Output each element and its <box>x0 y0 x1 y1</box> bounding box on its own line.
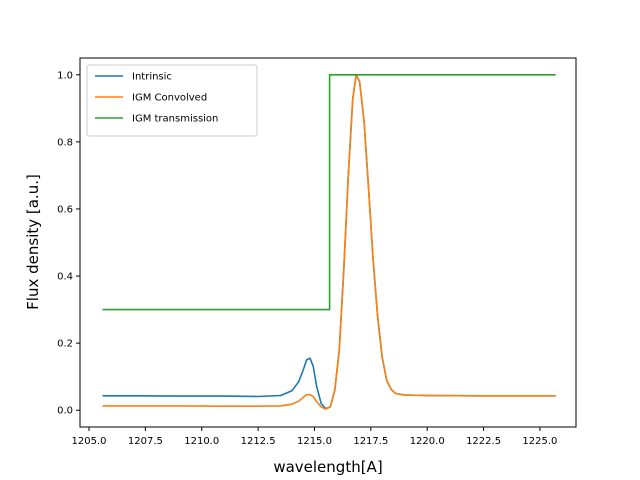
plot-frame <box>79 57 577 428</box>
x-tick-label: 1212.5 <box>241 436 276 447</box>
legend: Intrinsic IGM Convolved IGM transmission <box>86 64 258 137</box>
series-line-1 <box>102 74 556 410</box>
y-tick-label: 0.4 <box>57 272 73 283</box>
legend-label-0: Intrinsic <box>132 72 172 83</box>
x-tick-label: 1205.0 <box>72 436 107 447</box>
x-axis-label: wavelength[A] <box>273 458 382 476</box>
series-layer <box>102 74 556 410</box>
series-line-2 <box>102 74 556 311</box>
legend-label-1: IGM Convolved <box>132 93 207 104</box>
y-tick-label: 0.8 <box>57 137 73 148</box>
y-tick-label: 0.6 <box>57 204 73 215</box>
legend-box <box>86 64 258 137</box>
y-tick-label: 0.0 <box>57 406 73 417</box>
x-tick-label: 1210.0 <box>184 436 219 447</box>
x-tick-label: 1215.0 <box>297 436 332 447</box>
y-tick-label: 0.2 <box>57 339 73 350</box>
x-tick-label: 1217.5 <box>353 436 388 447</box>
x-tick-label: 1222.5 <box>466 436 501 447</box>
y-axis-label: Flux density [a.u.] <box>24 174 42 310</box>
legend-label-2: IGM transmission <box>132 114 218 125</box>
x-tick-label: 1207.5 <box>128 436 163 447</box>
y-tick-label: 1.0 <box>57 70 73 81</box>
x-tick-label: 1220.0 <box>410 436 445 447</box>
x-axis-ticks: 1205.0 1207.5 1210.0 1212.5 1215.0 1217.5 1220… <box>72 427 557 447</box>
x-tick-label: 1225.0 <box>522 436 557 447</box>
y-axis-ticks: 0.0 0.2 0.4 0.6 0.8 1.0 <box>57 70 80 417</box>
